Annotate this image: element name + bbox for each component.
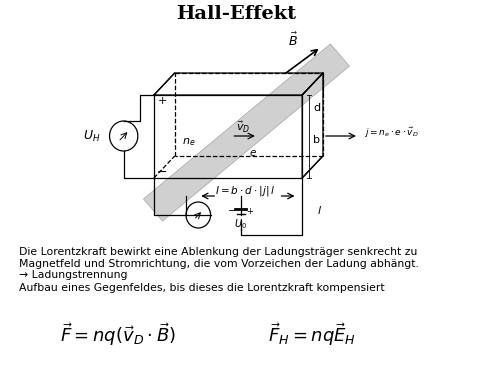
Text: $l$: $l$: [316, 204, 322, 216]
Text: $n_e$: $n_e$: [182, 136, 196, 148]
Text: −: −: [228, 206, 236, 216]
Text: b: b: [314, 135, 320, 145]
Text: Hall-Effekt: Hall-Effekt: [176, 5, 296, 23]
Text: $\vec{B}$: $\vec{B}$: [288, 32, 298, 49]
Text: $U_H$: $U_H$: [83, 129, 100, 144]
Text: $I = b \cdot d \cdot |j| \, l$: $I = b \cdot d \cdot |j| \, l$: [216, 184, 276, 198]
Polygon shape: [154, 95, 302, 178]
Polygon shape: [154, 73, 323, 95]
Text: +: +: [158, 96, 167, 106]
Polygon shape: [144, 44, 350, 221]
Text: Magnetfeld und Stromrichtung, die vom Vorzeichen der Ladung abhängt.: Magnetfeld und Stromrichtung, die vom Vo…: [19, 259, 419, 269]
Text: $U_0$: $U_0$: [234, 217, 248, 231]
Text: $\vec{v}_D$: $\vec{v}_D$: [236, 119, 251, 135]
Text: +: +: [246, 207, 252, 216]
Text: $\vec{F} = nq(\vec{v}_D \cdot \vec{B})$: $\vec{F} = nq(\vec{v}_D \cdot \vec{B})$: [60, 322, 176, 348]
Text: Die Lorentzkraft bewirkt eine Ablenkung der Ladungsträger senkrecht zu: Die Lorentzkraft bewirkt eine Ablenkung …: [19, 247, 417, 257]
Text: d: d: [314, 103, 320, 113]
Text: $j = n_e \cdot e \cdot \vec{v}_D$: $j = n_e \cdot e \cdot \vec{v}_D$: [364, 126, 418, 140]
Text: $\vec{F}_H = nq\vec{E}_H$: $\vec{F}_H = nq\vec{E}_H$: [268, 322, 356, 348]
Text: −: −: [157, 165, 168, 178]
Text: → Ladungstrennung: → Ladungstrennung: [19, 270, 128, 280]
Polygon shape: [302, 73, 323, 178]
Text: Aufbau eines Gegenfeldes, bis dieses die Lorentzkraft kompensiert: Aufbau eines Gegenfeldes, bis dieses die…: [19, 283, 384, 293]
Text: $e$: $e$: [249, 148, 257, 158]
